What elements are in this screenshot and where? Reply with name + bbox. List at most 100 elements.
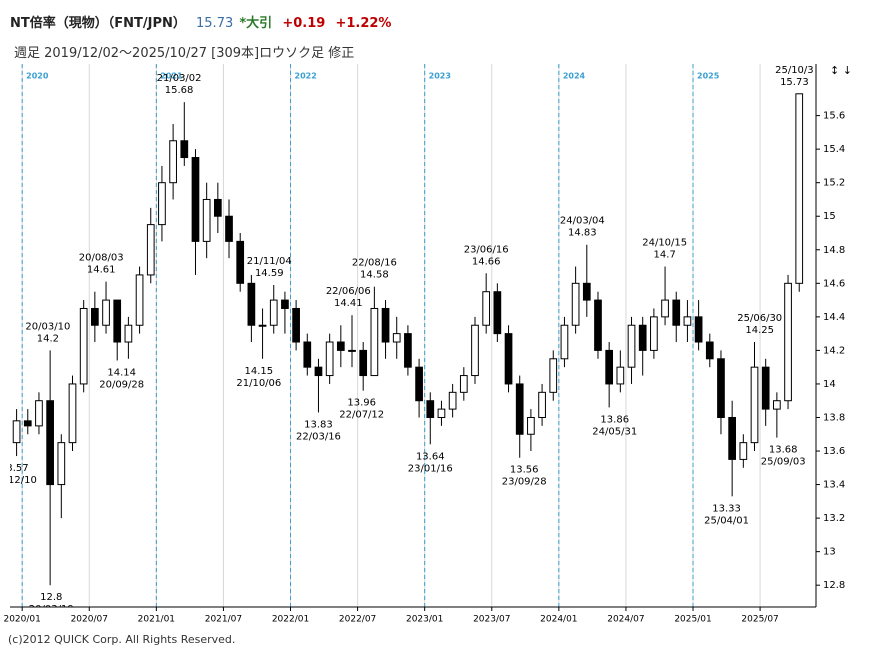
candle-body bbox=[594, 299, 602, 351]
y-tick-label: 14.8 bbox=[823, 245, 845, 256]
candle-body bbox=[281, 299, 289, 309]
annotation-date: 24/10/15 bbox=[642, 238, 687, 249]
candle-body bbox=[504, 333, 513, 385]
candle-body bbox=[169, 140, 177, 184]
candle-body bbox=[191, 157, 200, 242]
candle-body bbox=[68, 383, 77, 444]
annotation-date: 25/10/3 bbox=[775, 65, 814, 76]
candle-body bbox=[247, 282, 256, 326]
annotation-date: 25/09/03 bbox=[761, 457, 806, 468]
annotation-date: 25/06/30 bbox=[737, 313, 782, 324]
x-tick-label: 2024/01 bbox=[540, 615, 577, 625]
annotation-date: 22/07/12 bbox=[339, 410, 384, 421]
candle-body bbox=[102, 299, 110, 326]
candle-body bbox=[113, 299, 122, 343]
annotation-date: 20/03/10 bbox=[25, 321, 70, 332]
annotation-date: 19/12/10 bbox=[0, 475, 37, 486]
candle-body bbox=[91, 307, 99, 326]
candle-body bbox=[739, 442, 748, 460]
price: 15.73 bbox=[196, 16, 234, 31]
candle-body bbox=[35, 400, 43, 427]
candle-body bbox=[717, 358, 725, 418]
candle-body bbox=[325, 341, 334, 377]
annotation-value: 14.15 bbox=[245, 366, 274, 377]
x-tick-label: 2021/01 bbox=[138, 615, 175, 625]
annotation-date: 24/03/04 bbox=[560, 216, 605, 227]
annotation-date: 20/03/19 bbox=[29, 604, 74, 615]
candle-body bbox=[459, 375, 468, 393]
y-tick-label: 13.8 bbox=[823, 412, 845, 423]
x-tick-label: 2023/07 bbox=[473, 615, 510, 625]
candle-body bbox=[627, 324, 636, 368]
candle-body bbox=[46, 400, 54, 486]
annotation-value: 14.7 bbox=[654, 250, 676, 261]
candle-body bbox=[236, 240, 245, 284]
annotation-value: 14.66 bbox=[472, 256, 501, 267]
annotation-value: 14.58 bbox=[360, 270, 389, 281]
year-label: 2022 bbox=[295, 72, 317, 81]
candle-body bbox=[292, 307, 300, 343]
annotation-date: 24/05/31 bbox=[592, 426, 637, 437]
candle-body bbox=[12, 420, 21, 444]
candle-body bbox=[415, 366, 423, 402]
candle-body bbox=[605, 349, 614, 385]
change-pct: +1.22% bbox=[335, 16, 392, 31]
y-tick-label: 13.2 bbox=[823, 513, 845, 524]
candle-body bbox=[225, 215, 233, 242]
annotation-value: 14.25 bbox=[745, 325, 774, 336]
candle-body bbox=[784, 282, 792, 402]
y-tick-label: 15 bbox=[823, 211, 836, 222]
annotation-value: 13.64 bbox=[416, 451, 445, 462]
candle-body bbox=[650, 316, 658, 351]
annotation-date: 23/06/16 bbox=[464, 244, 509, 255]
x-tick-label: 2025/07 bbox=[741, 615, 778, 625]
annotation-value: 12.8 bbox=[40, 592, 62, 603]
annotation-date: 23/09/28 bbox=[502, 477, 547, 488]
candle-body bbox=[728, 416, 737, 460]
candle-body bbox=[694, 316, 703, 343]
annotation-date: 22/03/16 bbox=[296, 431, 341, 442]
y-tick-label: 14 bbox=[823, 379, 836, 390]
candle-body bbox=[437, 408, 446, 418]
candle-body bbox=[124, 324, 133, 343]
annotation-date: 22/06/06 bbox=[326, 286, 371, 297]
candle-body bbox=[750, 366, 759, 444]
y-tick-label: 12.8 bbox=[823, 580, 845, 591]
year-label: 2020 bbox=[26, 72, 49, 81]
annotation-value: 13.68 bbox=[769, 445, 798, 456]
candle-body bbox=[661, 299, 669, 318]
candle-body bbox=[773, 400, 781, 410]
axes: ↕ ↓ 12.8 13 13.2 13.4 13.6 13.8 14 14.2 14.4 14.6… bbox=[3, 64, 852, 625]
annotation-value: 15.68 bbox=[165, 85, 194, 96]
candle-body bbox=[471, 324, 479, 377]
annotation-value: 13.33 bbox=[712, 503, 741, 514]
grid: 2020 2021 2022 2023 2024 2025 bbox=[21, 64, 761, 607]
candle-body bbox=[705, 341, 714, 360]
y-tick-label: 13.6 bbox=[823, 446, 845, 457]
candle-body bbox=[527, 416, 535, 435]
annotation-date: 23/01/16 bbox=[408, 463, 453, 474]
zoom-icon[interactable]: ↕ ↓ bbox=[830, 64, 852, 77]
change: +0.19 bbox=[282, 16, 326, 31]
candle-body bbox=[348, 349, 356, 352]
candle-body bbox=[314, 366, 323, 377]
candle-body bbox=[795, 93, 804, 284]
candle-body bbox=[336, 341, 345, 351]
y-tick-label: 14.2 bbox=[823, 345, 845, 356]
candle-body bbox=[493, 291, 502, 335]
x-tick-label: 2021/07 bbox=[205, 615, 242, 625]
annotation-value: 14.61 bbox=[87, 265, 116, 276]
candle-body bbox=[683, 316, 692, 326]
candle-body bbox=[571, 282, 580, 326]
y-tick-label: 14.4 bbox=[823, 312, 845, 323]
candle-body bbox=[269, 299, 278, 326]
candle-body bbox=[303, 341, 312, 368]
y-tick-label: 15.4 bbox=[823, 144, 845, 155]
candle-body bbox=[370, 307, 379, 377]
annotation-value: 14.83 bbox=[568, 228, 597, 239]
x-tick-label: 2020/01 bbox=[3, 615, 40, 625]
annotation-value: 14.2 bbox=[37, 333, 59, 344]
subtitle: 週足 2019/12/02～2025/10/27 [309本]ロウソク足 修正 bbox=[14, 46, 355, 61]
